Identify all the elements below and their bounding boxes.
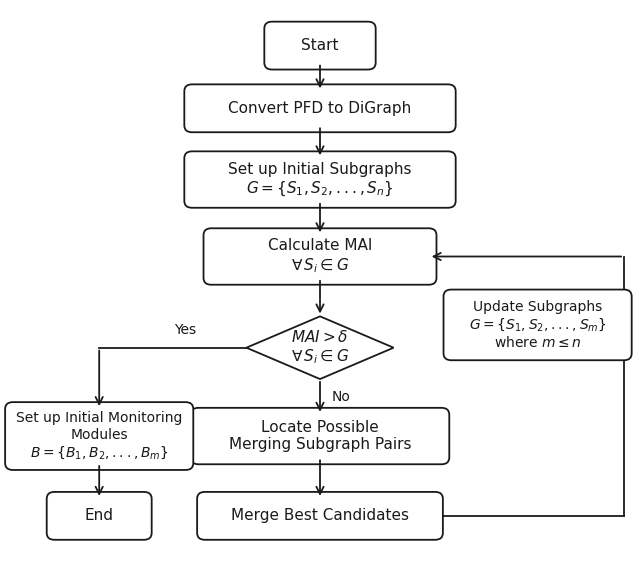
Text: Set up Initial Subgraphs
$G = \{S_1, S_2, ..., S_n\}$: Set up Initial Subgraphs $G = \{S_1, S_2… xyxy=(228,161,412,198)
FancyBboxPatch shape xyxy=(197,492,443,540)
FancyBboxPatch shape xyxy=(264,22,376,70)
FancyBboxPatch shape xyxy=(184,151,456,207)
Text: Yes: Yes xyxy=(175,323,196,337)
FancyBboxPatch shape xyxy=(204,228,436,284)
Text: Locate Possible
Merging Subgraph Pairs: Locate Possible Merging Subgraph Pairs xyxy=(228,420,412,452)
FancyBboxPatch shape xyxy=(184,84,456,132)
Text: Calculate MAI
$\forall\, S_i \in G$: Calculate MAI $\forall\, S_i \in G$ xyxy=(268,238,372,275)
Polygon shape xyxy=(246,316,394,379)
Text: Merge Best Candidates: Merge Best Candidates xyxy=(231,508,409,523)
FancyBboxPatch shape xyxy=(191,408,449,464)
Text: $MAI > \delta$
$\forall\, S_i \in G$: $MAI > \delta$ $\forall\, S_i \in G$ xyxy=(291,329,349,367)
Text: Convert PFD to DiGraph: Convert PFD to DiGraph xyxy=(228,101,412,116)
Text: Set up Initial Monitoring
Modules
$B = \{B_1, B_2, ..., B_m\}$: Set up Initial Monitoring Modules $B = \… xyxy=(16,412,182,461)
FancyBboxPatch shape xyxy=(444,290,632,360)
Text: End: End xyxy=(84,508,114,523)
FancyBboxPatch shape xyxy=(47,492,152,540)
Text: No: No xyxy=(332,390,350,404)
Text: Start: Start xyxy=(301,38,339,53)
FancyBboxPatch shape xyxy=(5,402,193,470)
Text: Update Subgraphs
$G = \{S_1, S_2, ..., S_m\}$
where $m \leq n$: Update Subgraphs $G = \{S_1, S_2, ..., S… xyxy=(468,300,607,350)
